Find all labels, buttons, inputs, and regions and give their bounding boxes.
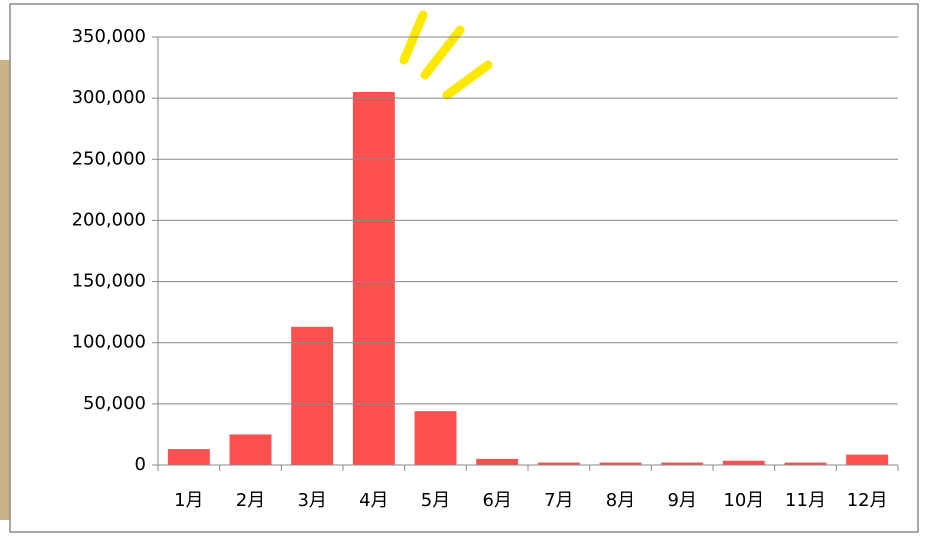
x-tick-label: 11月	[785, 490, 826, 511]
bar	[167, 449, 210, 465]
x-tick-label: 9月	[667, 490, 696, 511]
y-tick-label: 250,000	[72, 148, 146, 169]
y-tick-label: 300,000	[72, 87, 146, 108]
y-tick-label: 350,000	[72, 26, 146, 47]
bar	[537, 462, 580, 465]
bar	[414, 411, 457, 465]
bar	[352, 92, 395, 466]
y-tick-label: 0	[135, 454, 146, 475]
y-tick-label: 100,000	[72, 332, 146, 353]
bar	[291, 326, 334, 465]
x-tick-label: 7月	[544, 490, 573, 511]
x-tick-label: 8月	[606, 490, 635, 511]
x-tick-label: 2月	[236, 490, 265, 511]
bar	[784, 462, 827, 465]
photo-edge	[0, 60, 12, 520]
bar	[722, 460, 765, 465]
y-tick-label: 50,000	[83, 393, 146, 414]
bar	[599, 462, 642, 465]
x-tick-label: 12月	[847, 490, 888, 511]
bar	[476, 458, 519, 465]
x-tick-label: 5月	[421, 490, 450, 511]
x-tick-label: 3月	[297, 490, 326, 511]
bar	[846, 454, 889, 465]
y-tick-label: 200,000	[72, 209, 146, 230]
chart-frame	[9, 3, 919, 533]
bar	[661, 462, 704, 465]
bar	[229, 434, 272, 465]
y-tick-label: 150,000	[72, 271, 146, 292]
x-tick-label: 10月	[723, 490, 764, 511]
x-tick-label: 1月	[174, 490, 203, 511]
x-tick-label: 4月	[359, 490, 388, 511]
x-tick-label: 6月	[482, 490, 511, 511]
